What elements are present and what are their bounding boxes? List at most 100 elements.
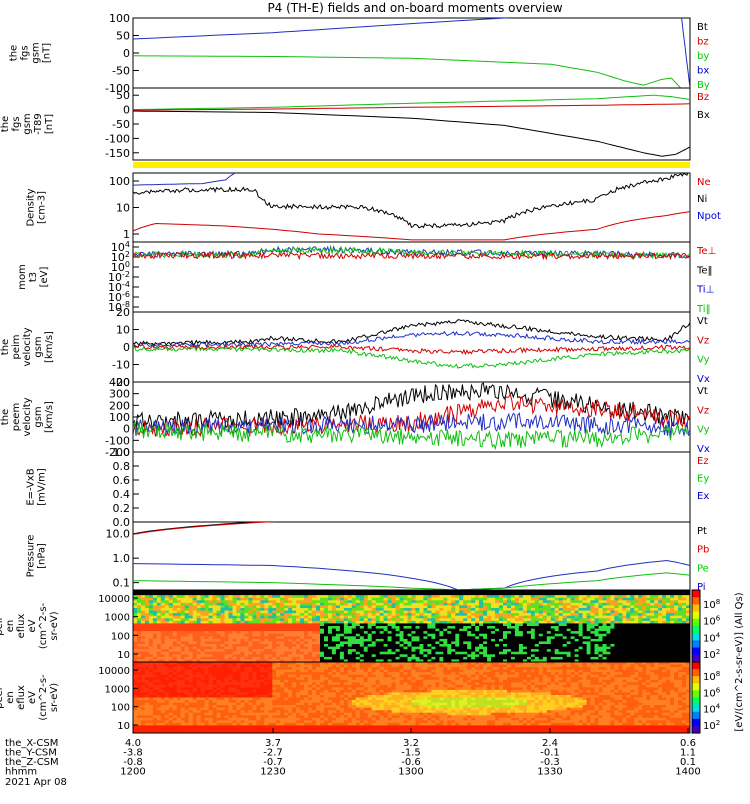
spectrogram-cell <box>181 700 186 703</box>
series-line-Ne <box>133 212 690 240</box>
spectrogram-cell <box>189 677 194 680</box>
spectrogram-cell <box>193 685 198 688</box>
legend-Vx: Vx <box>697 374 710 385</box>
spectrogram-cell <box>240 672 245 675</box>
spectrogram-cell <box>205 685 210 688</box>
y-tick-label: -10 <box>112 359 130 372</box>
spectrogram-cell <box>157 692 162 695</box>
spectrogram-cell <box>185 700 190 703</box>
spectrogram-cell <box>225 728 230 731</box>
spectrogram-cell <box>201 692 206 695</box>
spectrogram-cell <box>213 677 218 680</box>
spectrogram-cell <box>133 692 138 695</box>
spectrogram-cell <box>240 728 245 731</box>
spectrogram-cell <box>217 677 222 680</box>
legend-Ti‖: Ti‖ <box>696 304 711 315</box>
spectrogram-cell <box>157 700 162 703</box>
spectrogram-cell <box>236 708 241 711</box>
legend-Pt: Pt <box>697 526 707 537</box>
spectrogram-cell <box>165 713 170 716</box>
spectrogram-cell <box>185 677 190 680</box>
y-axis-label: thepeemvelocitygsm[km/s] <box>0 397 55 436</box>
spectrogram-cell <box>201 728 206 731</box>
spectrogram-cell <box>205 692 210 695</box>
spectrogram-cell <box>217 708 222 711</box>
spectrogram-cell <box>161 708 166 711</box>
legend-Ni: Ni <box>697 194 707 205</box>
spectrogram-cell <box>240 677 245 680</box>
spectrogram-cell <box>248 665 253 668</box>
spectrogram-cell <box>213 728 218 731</box>
legend-Bz: Bz <box>697 92 709 103</box>
spectrogram-cell <box>240 665 245 668</box>
spectrogram-cell <box>225 692 230 695</box>
spectrogram-cell <box>133 708 138 711</box>
panel-frame <box>133 173 690 242</box>
spectrogram-cell <box>244 685 249 688</box>
spectrogram-cell <box>244 708 249 711</box>
spectrogram-cell <box>165 677 170 680</box>
panel-frame <box>133 88 690 160</box>
spectrogram-cell <box>217 672 222 675</box>
spectrogram-cell <box>201 708 206 711</box>
spectrogram-cell <box>173 677 178 680</box>
series-line-Bx <box>133 111 690 156</box>
series-group <box>133 519 690 590</box>
spectrogram-cell <box>240 708 245 711</box>
spectrogram-cell <box>153 672 158 675</box>
spectrogram-cell <box>169 692 174 695</box>
series-line-Vx <box>133 332 690 348</box>
spectrogram-cell <box>145 728 150 731</box>
spectrogram-cell <box>177 728 182 731</box>
spectrogram-cell <box>229 677 234 680</box>
spectrogram-cell <box>233 728 238 731</box>
spectrogram-cell <box>193 728 198 731</box>
spectrogram-cell <box>233 672 238 675</box>
spectrogram-cell <box>205 672 210 675</box>
spectrogram-cell <box>173 672 178 675</box>
spectrogram-cell <box>185 720 190 723</box>
spectrogram-cell <box>173 720 178 723</box>
spectrogram-cell <box>137 700 142 703</box>
y-tick-label: -50 <box>112 118 130 131</box>
spectrogram-cell <box>197 708 202 711</box>
spectrogram-cell <box>133 672 138 675</box>
spectrogram-cell <box>209 677 214 680</box>
spectrogram-cell <box>137 665 142 668</box>
spectrogram-cell <box>225 720 230 723</box>
spectrogram-cell <box>133 713 138 716</box>
spectrogram-cell <box>244 720 249 723</box>
spectrogram-cell <box>248 677 253 680</box>
legend-Vt: Vt <box>697 386 708 397</box>
spectrogram-cell <box>169 685 174 688</box>
spectrogram-cell <box>244 713 249 716</box>
spectrogram-cell <box>205 700 210 703</box>
spectrogram-cell <box>161 665 166 668</box>
spectrogram-cell <box>185 713 190 716</box>
spectrogram-cell <box>193 708 198 711</box>
spectrogram-cell <box>161 700 166 703</box>
spectrogram-cell <box>189 720 194 723</box>
spectrogram-cell <box>169 728 174 731</box>
spectrogram-cell <box>133 728 138 731</box>
spectrogram-cell <box>141 708 146 711</box>
spectrogram-cell <box>165 665 170 668</box>
y-tick-label: -50 <box>112 65 130 78</box>
y-tick-label: 0.4 <box>113 488 131 501</box>
spectrogram-cell <box>233 685 238 688</box>
spectrogram-cell <box>177 677 182 680</box>
spectrogram-cell <box>181 692 186 695</box>
spectrogram-cell <box>153 700 158 703</box>
spectrogram-cell <box>133 665 138 668</box>
spectrogram-cell <box>173 692 178 695</box>
spectrogram-cell <box>209 700 214 703</box>
spectrogram-cell <box>149 692 154 695</box>
spectrogram-cell <box>197 685 202 688</box>
spectrogram-cell <box>225 700 230 703</box>
spectrogram-cell <box>244 677 249 680</box>
panel-peem-velocity: 4003002001000-100-200thepeemvelocitygsm[… <box>0 376 710 459</box>
y-tick-label: 0.2 <box>113 502 131 515</box>
